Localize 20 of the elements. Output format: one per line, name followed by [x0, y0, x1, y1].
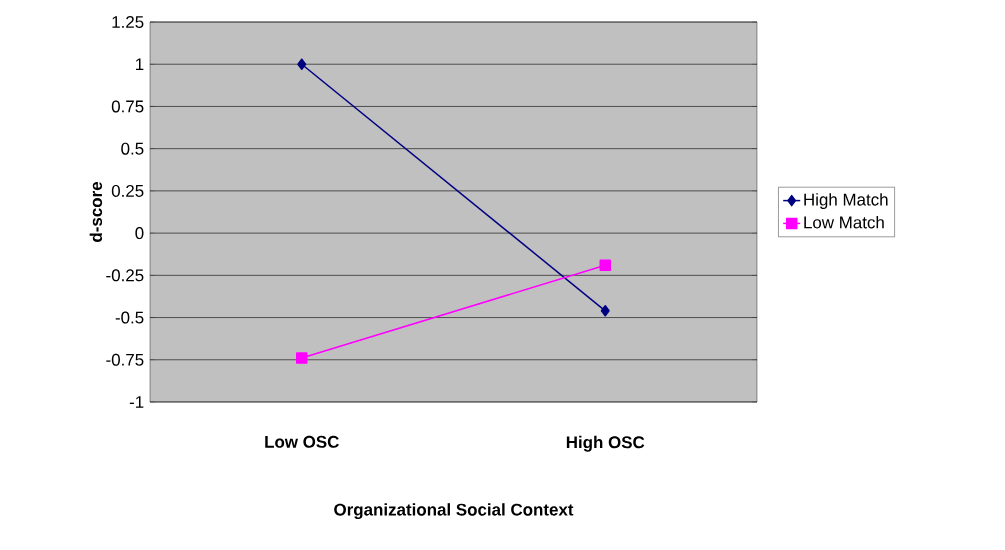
y-axis-title: d-score	[89, 181, 103, 242]
y-tick-label: 0.25	[111, 184, 144, 197]
x-tick-label: High OSC	[566, 435, 645, 452]
point	[599, 259, 611, 271]
legend-label: High Match	[804, 193, 888, 209]
y-tick-label: 0	[135, 227, 144, 240]
point	[297, 58, 307, 70]
y-tick-label: 0.5	[121, 142, 144, 155]
y-tick-label: 1.25	[112, 16, 144, 28]
x-tick-label: Low OSC	[265, 435, 339, 448]
y-tick-label: 1	[136, 58, 144, 71]
legend-label: Low Match	[804, 216, 884, 229]
y-tick-label: -0.75	[106, 353, 144, 366]
x-axis-title: Organizational Social Context	[334, 503, 574, 520]
y-tick-label: -1	[129, 396, 144, 408]
y-tick-label: 0.75	[111, 100, 144, 113]
y-tick-label: -0.25	[106, 269, 144, 282]
y-tick-label: -0.5	[115, 311, 144, 324]
point	[296, 352, 308, 364]
point	[600, 305, 610, 317]
